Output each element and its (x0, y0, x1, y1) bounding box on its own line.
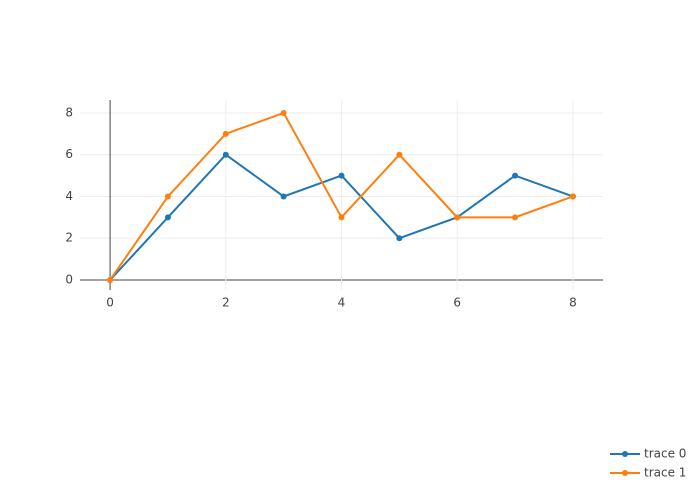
legend-label: trace 1 (644, 466, 686, 480)
point (222, 130, 229, 137)
y-tick-label: 4 (65, 189, 73, 203)
point (512, 214, 519, 221)
legend-marker (622, 470, 628, 476)
x-tick-label: 8 (569, 296, 577, 310)
point (454, 214, 461, 221)
legend-marker (622, 451, 628, 457)
point (164, 214, 171, 221)
point (107, 276, 114, 283)
point (280, 109, 287, 116)
y-tick-label: 0 (65, 272, 73, 286)
point (512, 172, 519, 179)
x-tick-label: 0 (106, 296, 114, 310)
legend-label: trace 0 (644, 447, 686, 461)
point (280, 193, 287, 200)
point (338, 214, 345, 221)
point (164, 193, 171, 200)
y-tick-label: 6 (65, 147, 73, 161)
point (569, 193, 576, 200)
x-tick-label: 2 (222, 296, 230, 310)
point (222, 151, 229, 158)
point (396, 151, 403, 158)
point (338, 172, 345, 179)
y-tick-label: 8 (65, 105, 73, 119)
y-tick-label: 2 (65, 231, 73, 245)
point (396, 235, 403, 242)
x-tick-label: 4 (338, 296, 346, 310)
x-tick-label: 6 (453, 296, 461, 310)
